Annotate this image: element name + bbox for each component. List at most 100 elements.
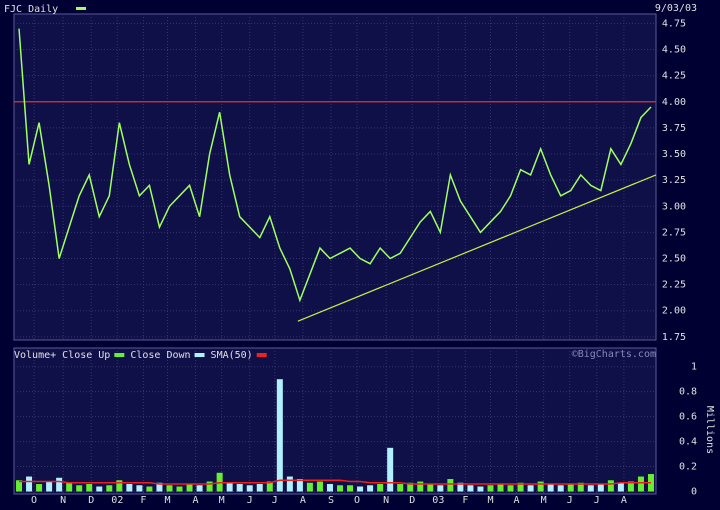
volume-bar bbox=[276, 379, 283, 492]
y-tick-label: 1 bbox=[691, 362, 697, 373]
sma-line bbox=[19, 479, 651, 485]
volume-bar bbox=[347, 485, 354, 492]
volume-bar bbox=[226, 482, 233, 492]
volume-bar bbox=[447, 479, 454, 492]
x-tick-label: F bbox=[140, 495, 146, 506]
x-tick-label: S bbox=[328, 495, 334, 506]
volume-bar bbox=[637, 476, 644, 492]
y-tick-label: 0.4 bbox=[679, 437, 697, 448]
volume-bar bbox=[126, 484, 133, 492]
volume-bar bbox=[176, 486, 183, 492]
y-tick-label: 4.25 bbox=[662, 71, 686, 82]
volume-bar bbox=[527, 485, 534, 492]
volume-bar bbox=[587, 485, 594, 492]
volume-bar bbox=[337, 485, 344, 492]
x-tick-label: M bbox=[219, 495, 225, 506]
volume-bar bbox=[397, 484, 404, 492]
volume-bar bbox=[16, 480, 23, 492]
y-tick-label: 2.25 bbox=[662, 280, 686, 291]
volume-bar bbox=[547, 484, 554, 492]
volume-bar bbox=[387, 447, 394, 492]
y-tick-label: 0.8 bbox=[679, 387, 697, 398]
volume-bar bbox=[186, 484, 193, 492]
volume-bar bbox=[56, 477, 63, 492]
x-tick-label: N bbox=[60, 495, 66, 506]
volume-bar bbox=[617, 482, 624, 492]
x-tick-label: M bbox=[164, 495, 170, 506]
legend-label: Close Down bbox=[130, 350, 190, 361]
price-line bbox=[18, 28, 652, 303]
volume-bar bbox=[326, 484, 333, 492]
y-tick-label: 0.6 bbox=[679, 412, 697, 423]
x-tick-label: D bbox=[409, 495, 415, 506]
volume-bar bbox=[136, 485, 143, 492]
volume-bar bbox=[507, 485, 514, 492]
y-tick-label: 2.00 bbox=[662, 306, 686, 317]
volume-bar bbox=[46, 481, 53, 492]
x-tick-label: 02 bbox=[111, 495, 123, 506]
volume-bar bbox=[286, 476, 293, 492]
x-tick-label: D bbox=[88, 495, 94, 506]
x-tick-label: J bbox=[567, 495, 573, 506]
volume-bar bbox=[86, 484, 93, 492]
x-tick-label: M bbox=[541, 495, 547, 506]
legend-swatch bbox=[256, 353, 267, 357]
volume-bar bbox=[597, 484, 604, 492]
legend-label: FJC Daily bbox=[4, 4, 58, 15]
x-tick-label: J bbox=[272, 495, 278, 506]
y-tick-label: 2.75 bbox=[662, 227, 686, 238]
volume-bar bbox=[487, 485, 494, 492]
volume-bar bbox=[437, 485, 444, 492]
volume-bar bbox=[196, 485, 203, 492]
volume-bar bbox=[246, 485, 253, 492]
legend-swatch bbox=[76, 7, 86, 10]
volume-bar bbox=[607, 480, 614, 492]
volume-bar bbox=[306, 482, 313, 492]
volume-bar bbox=[577, 482, 584, 492]
x-tick-label: A bbox=[193, 495, 199, 506]
y-axis-label: Millions bbox=[704, 406, 715, 454]
x-tick-label: F bbox=[462, 495, 468, 506]
price-panel bbox=[13, 13, 657, 341]
volume-bar bbox=[457, 482, 464, 492]
volume-bar bbox=[146, 486, 153, 492]
y-tick-label: 0.2 bbox=[679, 462, 697, 473]
y-tick-label: 1.75 bbox=[662, 332, 686, 343]
x-tick-label: A bbox=[621, 495, 627, 506]
volume-bar bbox=[76, 485, 83, 492]
volume-bar bbox=[627, 481, 634, 492]
volume-bar bbox=[537, 481, 544, 492]
reference-line bbox=[297, 174, 657, 322]
source: ©BigCharts.com bbox=[572, 349, 656, 360]
x-tick-label: A bbox=[300, 495, 306, 506]
volume-bar bbox=[357, 486, 364, 492]
x-tick-label: O bbox=[354, 495, 360, 506]
y-tick-label: 2.50 bbox=[662, 254, 686, 265]
x-tick-label: J bbox=[594, 495, 600, 506]
volume-bar bbox=[517, 482, 524, 492]
volume-bar bbox=[417, 481, 424, 492]
volume-bar bbox=[407, 482, 414, 492]
volume-bar bbox=[266, 481, 273, 492]
volume-bar bbox=[36, 484, 43, 492]
y-tick-label: 3.25 bbox=[662, 175, 686, 186]
y-tick-label: 3.50 bbox=[662, 149, 686, 160]
date-label: 9/03/03 bbox=[655, 3, 697, 14]
volume-bar bbox=[236, 484, 243, 492]
volume-bar bbox=[427, 484, 434, 492]
volume-bar bbox=[367, 485, 374, 492]
x-tick-label: N bbox=[383, 495, 389, 506]
y-tick-label: 0 bbox=[691, 487, 697, 498]
x-tick-label: J bbox=[247, 495, 253, 506]
volume-bar bbox=[567, 484, 574, 492]
volume-bar bbox=[116, 480, 123, 492]
x-tick-label: M bbox=[487, 495, 493, 506]
legend-label: Volume+ Close Up bbox=[14, 350, 110, 361]
volume-bar bbox=[377, 484, 384, 492]
volume-bar bbox=[206, 481, 213, 492]
volume-bar bbox=[467, 485, 474, 492]
x-tick-label: 03 bbox=[432, 495, 444, 506]
legend-swatch bbox=[194, 353, 205, 357]
y-tick-label: 4.75 bbox=[662, 18, 686, 29]
